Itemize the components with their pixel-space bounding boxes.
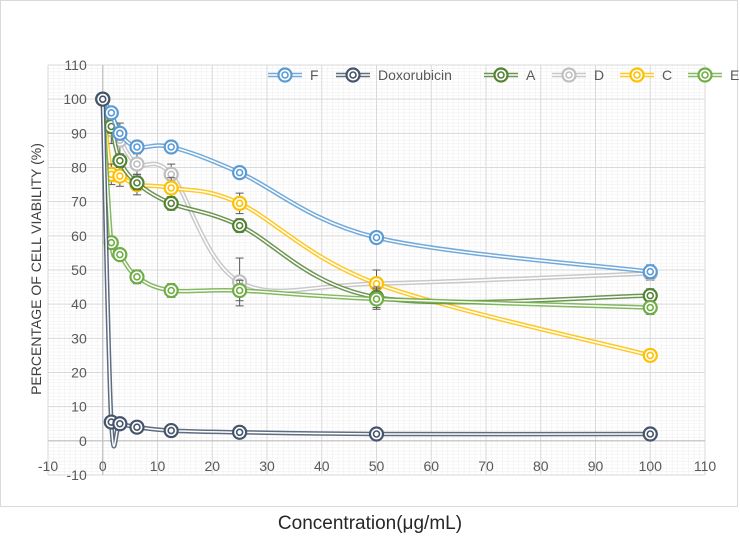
legend-item-e: E bbox=[688, 67, 739, 83]
tick-labels: -10 0 10 20 30 40 50 60 70 80 90 100 110 -10 0 10 20 30 40… bbox=[38, 57, 716, 483]
legend-marker-inner bbox=[701, 71, 709, 79]
data-point bbox=[232, 217, 248, 234]
data-point bbox=[129, 269, 145, 285]
data-point bbox=[112, 153, 128, 169]
data-point bbox=[95, 91, 111, 107]
y-tick-label: 60 bbox=[71, 228, 87, 244]
legend-item-a: A bbox=[484, 67, 536, 83]
data-point bbox=[163, 139, 179, 155]
legend-item-doxorubicin: Doxorubicin bbox=[336, 67, 452, 83]
y-tick-label: 80 bbox=[71, 160, 87, 176]
data-point bbox=[103, 105, 119, 121]
y-tick-label: 50 bbox=[71, 262, 87, 278]
legend-label-a: A bbox=[526, 67, 536, 83]
data-point bbox=[129, 156, 145, 172]
y-tick-label: 100 bbox=[63, 91, 87, 107]
legend-item-d: D bbox=[552, 67, 604, 83]
data-point bbox=[232, 424, 248, 440]
x-tick-label: 50 bbox=[369, 458, 385, 474]
series-line-core-doxorubicin bbox=[102, 99, 651, 447]
x-tick-label: -10 bbox=[38, 458, 58, 474]
series-line-core-f bbox=[102, 98, 651, 273]
y-axis-label: PERCENTAGE OF CELL VIABILITY (%) bbox=[28, 143, 44, 395]
data-point bbox=[129, 139, 145, 155]
legend-label-d: D bbox=[594, 67, 604, 83]
legend-marker-inner bbox=[565, 71, 573, 79]
data-point bbox=[163, 195, 179, 211]
data-point bbox=[112, 168, 128, 184]
data-point bbox=[163, 282, 179, 299]
series-e bbox=[95, 91, 658, 316]
series-f bbox=[95, 91, 658, 280]
x-tick-label: 40 bbox=[314, 458, 330, 474]
legend-label-f: F bbox=[310, 67, 319, 83]
x-tick-label: 60 bbox=[423, 458, 439, 474]
data-point bbox=[642, 288, 658, 304]
data-point bbox=[642, 299, 658, 316]
legend-marker-inner bbox=[281, 71, 289, 79]
y-tick-label: 20 bbox=[71, 365, 87, 381]
legend-marker bbox=[493, 67, 509, 83]
legend: F Doxorubicin A D C E bbox=[268, 67, 739, 83]
data-point bbox=[129, 419, 145, 435]
legend-marker bbox=[345, 67, 361, 83]
legend-marker bbox=[697, 67, 713, 83]
legend-label-doxorubicin: Doxorubicin bbox=[378, 67, 452, 83]
data-point bbox=[232, 165, 248, 181]
x-tick-label: 0 bbox=[99, 458, 107, 474]
legend-label-e: E bbox=[730, 67, 739, 83]
legend-marker-inner bbox=[497, 71, 505, 79]
data-point bbox=[642, 347, 658, 364]
series-layer bbox=[95, 91, 658, 449]
data-point bbox=[232, 282, 248, 299]
y-tick-label: 10 bbox=[71, 399, 87, 415]
line-chart: -10 0 10 20 30 40 50 60 70 80 90 100 110 -10 0 10 20 30 40… bbox=[28, 57, 739, 483]
y-tick-label: -10 bbox=[67, 467, 87, 483]
x-tick-label: 90 bbox=[588, 458, 604, 474]
data-point bbox=[129, 175, 145, 191]
x-axis-label: Concentration(μg/mL) bbox=[277, 513, 463, 534]
legend-marker-inner bbox=[633, 71, 641, 79]
x-tick-label: 30 bbox=[259, 458, 275, 474]
y-tick-label: 90 bbox=[71, 125, 87, 141]
legend-marker-inner bbox=[349, 71, 357, 79]
y-tick-label: 40 bbox=[71, 296, 87, 312]
data-point bbox=[163, 180, 179, 196]
data-point bbox=[368, 426, 385, 442]
x-tick-label: 10 bbox=[150, 458, 166, 474]
series-doxorubicin bbox=[95, 91, 658, 449]
data-point bbox=[368, 229, 385, 246]
x-tick-label: 100 bbox=[639, 458, 663, 474]
data-point bbox=[368, 291, 385, 307]
x-tick-label: 70 bbox=[478, 458, 494, 474]
legend-marker bbox=[629, 67, 645, 83]
x-tick-label: 20 bbox=[204, 458, 220, 474]
y-tick-label: 0 bbox=[79, 433, 87, 449]
data-point bbox=[642, 426, 658, 442]
y-tick-label: 30 bbox=[71, 330, 87, 346]
data-point bbox=[112, 125, 128, 141]
legend-marker bbox=[277, 67, 293, 83]
y-tick-label: 110 bbox=[64, 57, 87, 73]
y-tick-label: 70 bbox=[71, 194, 87, 210]
data-point bbox=[163, 422, 179, 439]
data-point bbox=[112, 416, 128, 432]
data-point bbox=[642, 264, 658, 280]
data-point bbox=[112, 247, 128, 263]
legend-item-f: F bbox=[268, 67, 319, 83]
data-point bbox=[232, 195, 248, 211]
legend-label-c: C bbox=[662, 67, 672, 83]
x-tick-label: 80 bbox=[533, 458, 549, 474]
x-tick-label: 110 bbox=[694, 458, 717, 474]
legend-marker bbox=[561, 67, 577, 83]
legend-item-c: C bbox=[620, 67, 672, 83]
